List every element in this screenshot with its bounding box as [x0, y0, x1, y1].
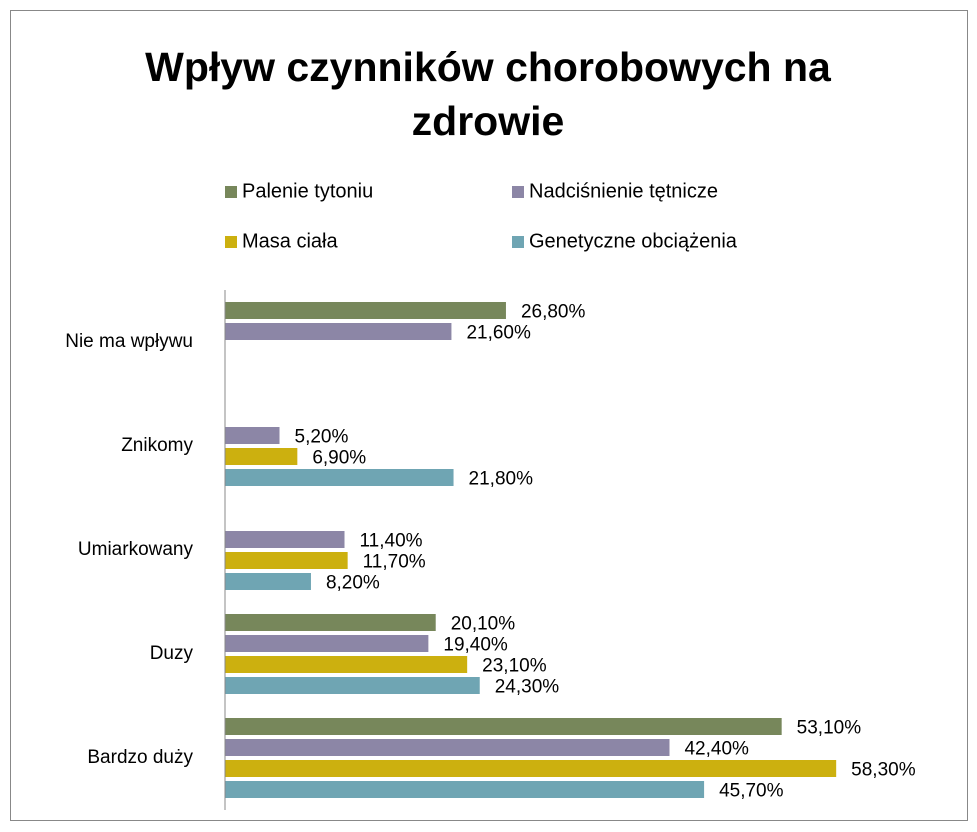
bar [225, 614, 436, 631]
bar [225, 781, 705, 798]
data-label: 8,20% [326, 573, 380, 594]
bar [225, 469, 454, 486]
data-label: 53,10% [797, 718, 862, 739]
y-tick-label: Znikomy [121, 435, 193, 456]
legend-swatch [225, 186, 237, 198]
legend-swatch [225, 236, 237, 248]
y-tick-label: Bardzo duży [87, 747, 193, 768]
data-label: 5,20% [295, 427, 349, 448]
bar [225, 760, 837, 777]
bar [225, 323, 452, 340]
bar [225, 656, 468, 673]
legend-label: Masa ciała [242, 230, 338, 252]
bar [225, 635, 429, 652]
bar [225, 552, 348, 569]
data-label: 19,40% [443, 635, 508, 656]
y-tick-label: Duzy [150, 643, 194, 664]
data-label: 23,10% [482, 656, 547, 677]
legend-label: Nadciśnienie tętnicze [529, 180, 718, 202]
data-label: 42,40% [684, 739, 749, 760]
data-label: 11,40% [360, 531, 423, 552]
data-label: 21,60% [466, 323, 531, 344]
chart-border [10, 10, 968, 821]
data-label: 21,80% [469, 469, 534, 490]
data-label: 6,90% [312, 448, 366, 469]
chart-title: Wpływ czynników chorobowych na zdrowie [145, 44, 831, 144]
y-tick-label: Nie ma wpływu [65, 331, 193, 352]
legend-label: Palenie tytoniu [242, 180, 373, 202]
data-label: 58,30% [851, 760, 916, 781]
bar [225, 531, 345, 548]
data-label: 26,80% [521, 302, 586, 323]
bar [225, 448, 298, 465]
legend-label: Genetyczne obciążenia [529, 230, 738, 252]
bar [225, 677, 480, 694]
bar [225, 718, 782, 735]
data-label: 11,70% [363, 552, 426, 573]
data-label: 20,10% [451, 614, 516, 635]
data-label: 45,70% [719, 781, 784, 802]
bar [225, 427, 280, 444]
bar [225, 302, 506, 319]
legend-swatch [512, 236, 524, 248]
bar [225, 573, 311, 590]
bar [225, 739, 670, 756]
y-tick-label: Umiarkowany [78, 539, 194, 560]
legend-swatch [512, 186, 524, 198]
data-label: 24,30% [495, 677, 560, 698]
